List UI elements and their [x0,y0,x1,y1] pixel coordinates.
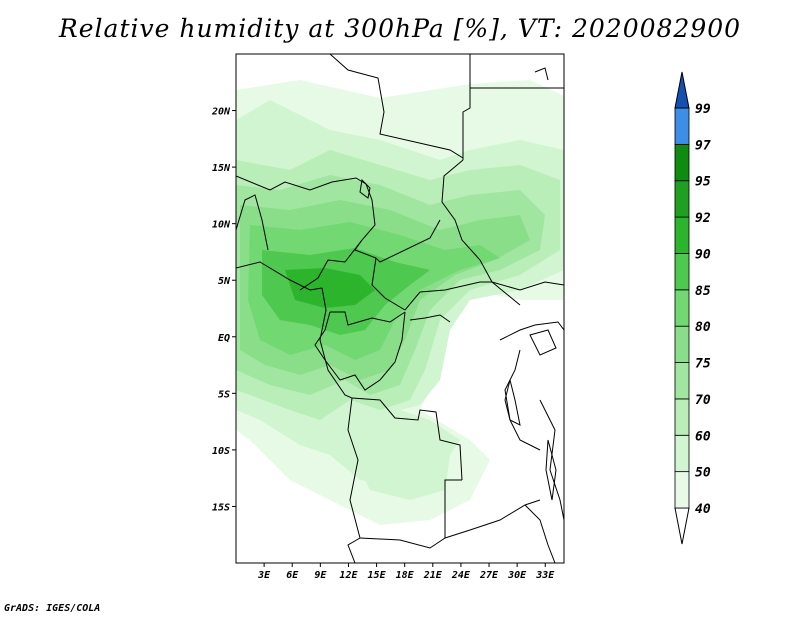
colorbar-segment [674,180,690,218]
colorbar-label: 97 [695,138,711,153]
border-chad-car [354,183,441,263]
border-namibia [347,537,361,563]
x-axis: 3E 6E 9E 12E 15E 18E 21E 24E 27E 30E 33E [257,563,555,581]
border-chad-sudan [441,159,493,283]
colorbar-label: 99 [695,102,711,117]
y-tick-label: EQ [218,333,230,344]
colorbar-segment [674,471,690,509]
border-sudan-south [491,281,564,291]
colorbar-label: 60 [695,429,711,444]
colorbar-label: 90 [695,247,711,262]
colorbar-segment [674,325,690,363]
river-congo [409,314,451,323]
border-gabon [314,311,341,381]
coast-togo-benin [236,194,269,251]
x-tick-label: 18E [396,570,415,581]
coast-west [236,261,323,291]
border-east-africa [499,321,564,341]
x-tick-label: 15E [368,570,387,581]
plot-frame [235,53,565,564]
lake-tanganyika [504,379,521,426]
rh-50-south-region [355,435,450,500]
border-car-drc [371,257,521,311]
colorbar-segment [674,216,690,254]
colorbar-label: 92 [695,211,711,226]
colorbar-label: 75 [695,357,711,372]
x-tick-label: 33E [535,570,555,581]
colorbar-segment [674,289,690,327]
colorbar-segment [674,398,690,436]
colorbar-segment [674,434,690,473]
country-borders [236,54,564,563]
border-zambia-zim [444,499,541,539]
colorbar-segment [674,253,690,291]
border-congo-drc [339,311,406,391]
lake-chad [359,178,371,199]
colorbar-segment [674,362,690,400]
border-libya-chad [329,54,464,159]
y-tick-label: 15N [212,163,231,174]
y-tick-label: 10N [212,220,231,231]
lake-malawi [545,439,557,501]
border-niger-chad [236,175,367,191]
colorbar-label: 50 [695,466,711,481]
colorbar-lower-extension [674,507,690,545]
border-egypt-libya [462,54,471,160]
rh-90-region [285,268,375,308]
x-tick-label: 9E [314,570,327,581]
y-axis: 20N 15N 10N 5N EQ 5S 10S 15S [211,107,236,513]
colorbar-segment [674,107,690,145]
border-tanzania [539,399,564,521]
colorbar-segment [674,143,690,182]
humidity-shading [236,80,564,525]
colorbar-label: 85 [695,284,711,299]
y-tick-label: 5N [218,276,231,287]
border-angola-drc [351,397,463,481]
x-tick-label: 30E [507,570,527,581]
coast-gabon-angola [319,287,361,539]
colorbar-label: 70 [695,393,711,408]
y-tick-label: 5S [218,389,230,400]
x-tick-label: 27E [479,570,499,581]
lake-victoria [529,329,557,356]
colorbar-label: 80 [695,320,711,335]
credit-label: GrADS: IGES/COLA [4,603,101,614]
colorbar-label: 95 [695,175,711,190]
border-lake-region [504,349,541,451]
border-mozambique [524,504,556,563]
x-tick-label: 12E [339,570,358,581]
x-tick-label: 6E [286,570,299,581]
x-tick-label: 21E [423,570,443,581]
border-angola-zambia [359,479,462,549]
coast-sinai [534,67,549,81]
y-tick-label: 20N [211,107,231,118]
x-tick-label: 24E [451,570,471,581]
map-title: Relative humidity at 300hPa [%], VT: 202… [58,14,742,43]
colorbar: 40 50 60 70 75 80 85 90 92 95 97 99 [674,71,711,545]
y-tick-label: 15S [212,502,230,513]
colorbar-label: 40 [695,502,711,517]
colorbar-upper-extension [674,71,690,109]
y-tick-label: 10S [212,446,230,457]
border-nigeria-cameroon [299,239,363,291]
border-cameroon-congo [330,311,406,326]
x-tick-label: 3E [257,570,271,581]
